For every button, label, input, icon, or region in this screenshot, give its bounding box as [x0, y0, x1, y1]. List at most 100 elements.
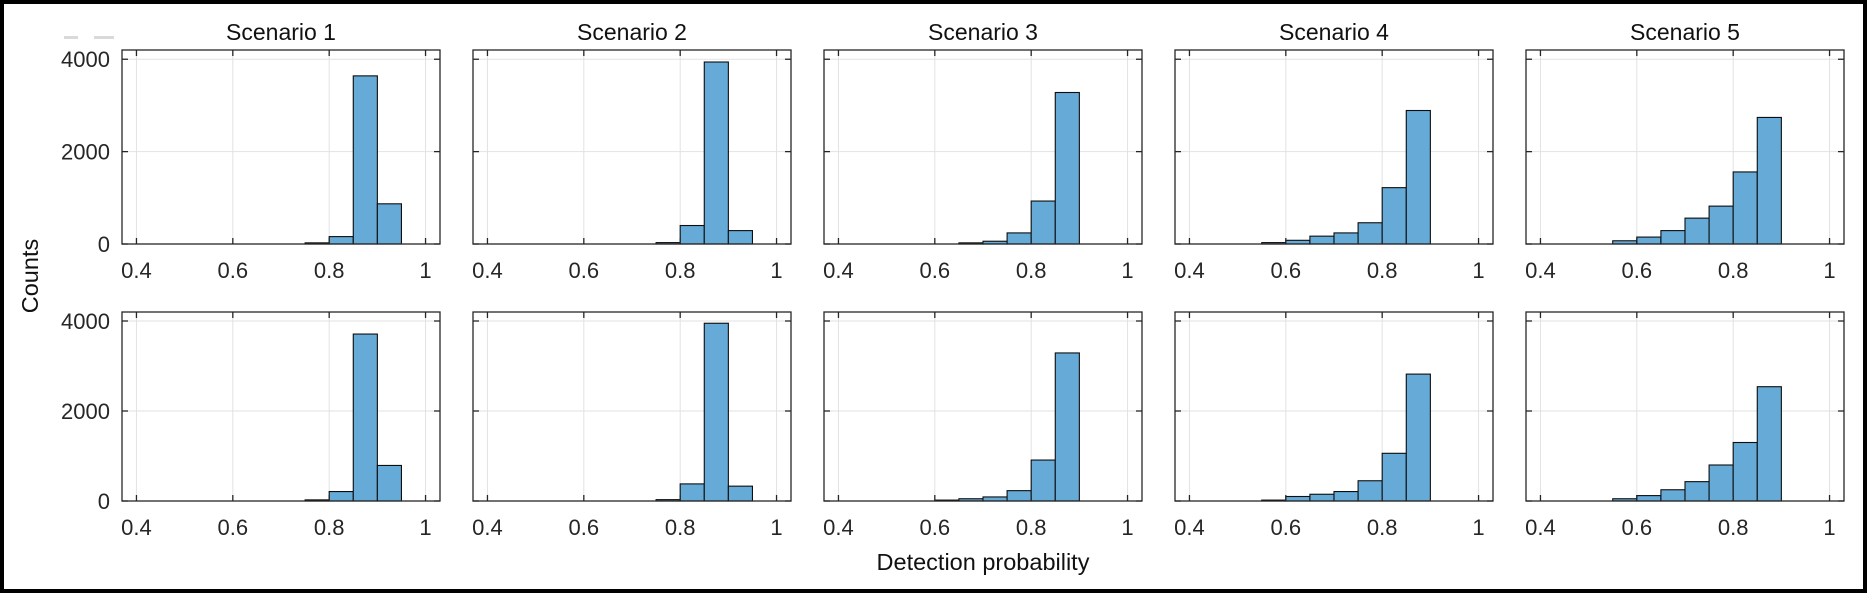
artifact-mark	[94, 36, 114, 39]
histogram-bar	[1708, 464, 1734, 502]
histogram-bar	[1732, 171, 1758, 245]
histogram-bar	[1054, 352, 1080, 502]
histogram-bar	[1054, 91, 1080, 245]
x-axis-label: Detection probability	[877, 549, 1090, 575]
histogram-bar	[1309, 493, 1335, 502]
histogram-bar	[703, 322, 729, 502]
y-tick-label: 0	[98, 489, 110, 514]
subplot-title: Scenario 3	[928, 19, 1038, 45]
axes-box	[823, 49, 1143, 245]
x-tick-label: 0.8	[1718, 258, 1749, 283]
x-tick-label: 0.8	[1016, 258, 1047, 283]
axes-box	[472, 49, 792, 245]
subplot-scenario-5-row-2: 0.4 0.6 0.8 1	[1525, 311, 1845, 540]
axes-box	[121, 311, 441, 502]
x-tick-label: 0.6	[1622, 515, 1653, 540]
x-tick-label: 1	[1121, 515, 1133, 540]
x-tick-label: 0.4	[121, 515, 152, 540]
subplot-scenario-3-row-2: 0.4 0.6 0.8 1	[823, 311, 1143, 540]
x-tick-label: 0.4	[121, 258, 152, 283]
axes-box	[472, 311, 792, 502]
histogram-bar	[328, 236, 354, 245]
y-tick-label: 2000	[61, 399, 110, 424]
histogram-bar	[1357, 480, 1383, 502]
axes-box	[823, 311, 1143, 502]
x-tick-label: 0.4	[1174, 515, 1205, 540]
subplot-scenario-5-row-1: Scenario 5 0.4 0.6 0.8 1	[1525, 19, 1845, 283]
x-tick-label: 1	[1823, 515, 1835, 540]
histogram-bar	[1756, 386, 1782, 502]
x-tick-label: 1	[770, 515, 782, 540]
x-tick-label: 0.6	[1271, 258, 1302, 283]
subplot-scenario-3-row-1: Scenario 3 0.4 0.6 0.8 1	[823, 19, 1143, 283]
histogram-bar	[328, 490, 354, 502]
subplot-scenario-4-row-1: Scenario 4 0.4 0.6 0.8 1	[1174, 19, 1494, 283]
subplot-title: Scenario 5	[1630, 19, 1740, 45]
histogram-bar	[352, 75, 378, 245]
histogram-bar	[1405, 373, 1431, 502]
y-tick-label: 4000	[61, 47, 110, 72]
histogram-bar	[376, 203, 402, 245]
subplot-scenario-1-row-1: Scenario 1 0.4 0.6 0.8 1 0 2000 4000	[61, 19, 441, 283]
subplot-scenario-2-row-2: 0.4 0.6 0.8 1	[472, 311, 792, 540]
x-tick-label: 1	[419, 515, 431, 540]
x-tick-label: 1	[1121, 258, 1133, 283]
x-tick-label: 0.4	[823, 515, 854, 540]
subplot-scenario-2-row-1: Scenario 2 0.4 0.6 0.8 1	[472, 19, 792, 283]
x-tick-label: 0.4	[1525, 258, 1556, 283]
x-tick-label: 0.6	[569, 258, 600, 283]
x-tick-label: 0.8	[665, 258, 696, 283]
histogram-bar	[1381, 187, 1407, 245]
x-tick-label: 0.4	[823, 258, 854, 283]
x-tick-label: 0.8	[665, 515, 696, 540]
histogram-bar	[1636, 495, 1662, 502]
x-tick-label: 0.6	[1271, 515, 1302, 540]
axes-box	[1525, 49, 1845, 245]
y-axis-label: Counts	[17, 239, 43, 313]
subplot-title: Scenario 1	[226, 19, 336, 45]
x-tick-label: 0.6	[920, 258, 951, 283]
x-tick-label: 0.6	[1622, 258, 1653, 283]
histogram-bar	[1405, 109, 1431, 245]
histogram-bar	[727, 485, 753, 502]
histogram-bar	[1285, 495, 1311, 502]
histogram-bar	[1309, 235, 1335, 245]
histogram-bar	[679, 483, 705, 502]
x-tick-label: 0.8	[1016, 515, 1047, 540]
histogram-bar	[1006, 232, 1032, 245]
x-tick-label: 0.4	[472, 258, 503, 283]
y-tick-label: 0	[98, 232, 110, 257]
histogram-bar	[727, 230, 753, 245]
x-tick-label: 0.4	[1174, 258, 1205, 283]
x-tick-label: 0.6	[569, 515, 600, 540]
x-tick-label: 1	[1472, 515, 1484, 540]
x-tick-label: 0.8	[314, 258, 345, 283]
x-tick-label: 0.8	[1718, 515, 1749, 540]
x-tick-label: 0.8	[1367, 258, 1398, 283]
axes-box	[1525, 311, 1845, 502]
histogram-bar	[1333, 490, 1359, 502]
histogram-bar	[1030, 200, 1056, 245]
histogram-bar	[352, 333, 378, 502]
axes-box	[121, 49, 441, 245]
axes-box	[1174, 49, 1494, 245]
x-tick-label: 0.4	[472, 515, 503, 540]
x-tick-label: 1	[1823, 258, 1835, 283]
artifact-mark	[64, 36, 78, 39]
histogram-bar	[1756, 116, 1782, 245]
x-tick-label: 0.4	[1525, 515, 1556, 540]
x-tick-label: 1	[419, 258, 431, 283]
subplot-scenario-1-row-2: 0.4 0.6 0.8 1 0 2000 4000	[61, 309, 441, 540]
x-tick-label: 0.6	[920, 515, 951, 540]
histogram-bar	[1708, 205, 1734, 245]
histogram-bar	[1636, 236, 1662, 245]
histogram-bar	[1006, 490, 1032, 502]
histogram-bar	[1333, 232, 1359, 245]
histogram-bar	[1732, 441, 1758, 502]
x-tick-label: 0.8	[1367, 515, 1398, 540]
y-tick-label: 4000	[61, 309, 110, 334]
y-tick-label: 2000	[61, 140, 110, 165]
histogram-bar	[1381, 452, 1407, 502]
histogram-bar	[1357, 222, 1383, 245]
histogram-bar	[1684, 217, 1710, 245]
